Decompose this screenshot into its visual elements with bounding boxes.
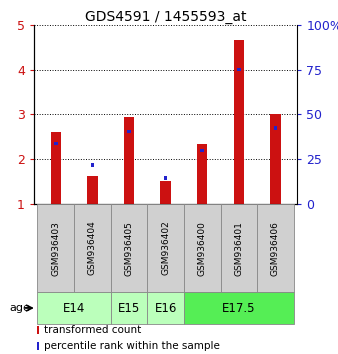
Bar [257,204,294,292]
Text: GSM936404: GSM936404 [88,221,97,275]
Bar [161,181,171,204]
Bar [184,204,221,292]
Bar [221,204,257,292]
Text: GSM936406: GSM936406 [271,221,280,275]
Text: GSM936402: GSM936402 [161,221,170,275]
Title: GDS4591 / 1455593_at: GDS4591 / 1455593_at [85,10,246,24]
Bar [87,176,98,204]
Bar [274,126,277,130]
Bar [184,292,294,324]
Bar [51,132,61,204]
Bar [147,292,184,324]
Bar [164,176,167,180]
Bar [38,342,39,350]
Text: GSM936401: GSM936401 [234,221,243,275]
Text: GSM936405: GSM936405 [124,221,134,275]
Bar [111,292,147,324]
Bar [127,130,131,133]
Text: transformed count: transformed count [44,325,141,335]
Text: GSM936403: GSM936403 [51,221,60,275]
Text: E16: E16 [154,302,177,315]
Bar [111,204,147,292]
Text: GSM936400: GSM936400 [198,221,207,275]
Bar [91,163,94,166]
Text: E15: E15 [118,302,140,315]
Bar [38,326,39,335]
Text: E17.5: E17.5 [222,302,256,315]
Bar [234,40,244,204]
Text: age: age [9,303,30,313]
Text: percentile rank within the sample: percentile rank within the sample [44,341,219,351]
Bar [38,204,74,292]
Text: E14: E14 [63,302,85,315]
Bar [270,114,281,204]
Bar [54,142,57,145]
Bar [147,204,184,292]
Bar [197,144,208,204]
Bar [74,204,111,292]
Bar [124,117,134,204]
Bar [200,149,204,152]
Bar [38,292,111,324]
Bar [237,68,241,72]
